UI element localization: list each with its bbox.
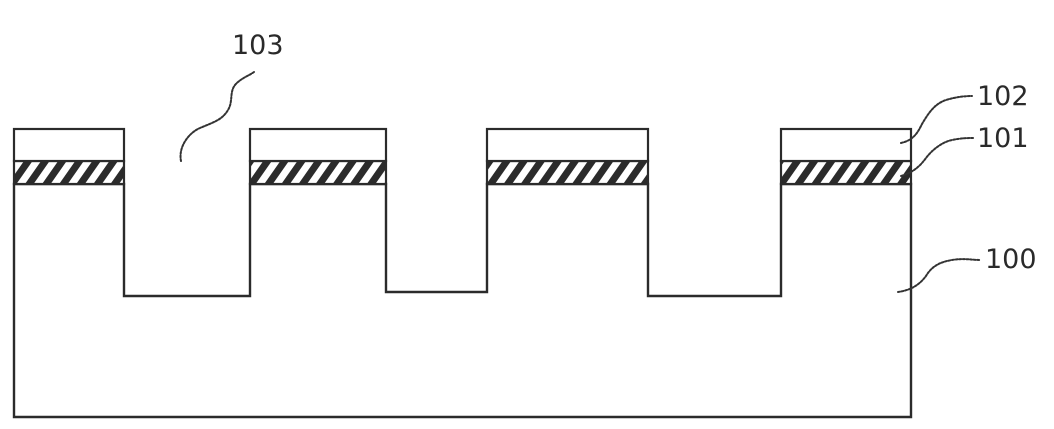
hatched-layer-101-segment-3 [487,161,648,184]
hatched-layer-101-segment-4 [781,161,911,184]
top-layer-102-segment-4 [781,129,911,161]
label-102: 102 [977,81,1029,112]
label-103: 103 [232,30,284,61]
top-layer-102-segment-1 [14,129,124,161]
substrate-layer-100 [14,184,911,417]
hatched-layer-101-segment-2 [250,161,386,184]
label-100: 100 [985,244,1037,275]
top-layer-102-segment-2 [250,129,386,161]
top-layer-102-segment-3 [487,129,648,161]
label-101: 101 [977,123,1029,154]
leader-line-103 [181,72,254,161]
hatched-layer-101-segment-1 [14,161,124,184]
